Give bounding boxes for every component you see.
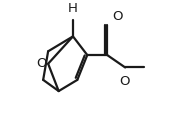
Text: H: H	[68, 2, 78, 15]
Text: O: O	[119, 75, 130, 88]
Text: O: O	[112, 10, 123, 23]
Text: O: O	[36, 57, 47, 70]
